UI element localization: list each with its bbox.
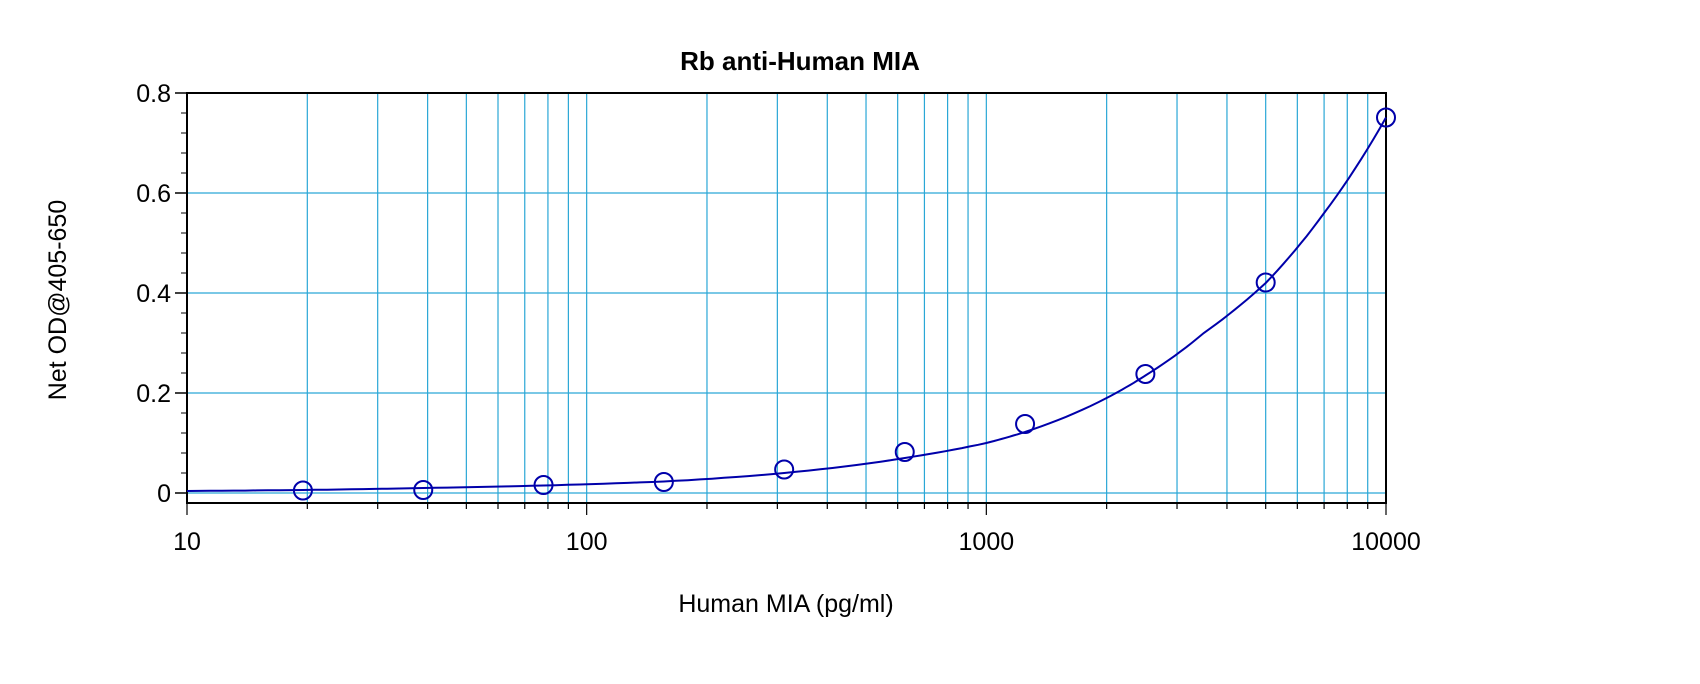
data-point	[774, 459, 795, 480]
axes: 0 0.2 0.4 0.6 0.8 10 100 1000 10000	[136, 80, 1421, 556]
data-point	[1015, 414, 1036, 434]
data-point	[1135, 364, 1156, 384]
data-point	[1376, 107, 1396, 128]
y-tick-label: 0.6	[136, 180, 171, 208]
data-point	[894, 442, 915, 462]
y-tick-label: 0.4	[136, 280, 171, 308]
data-point	[653, 472, 674, 492]
plot-frame	[186, 92, 1387, 504]
y-tick-label: 0	[157, 480, 171, 508]
data-point	[292, 480, 313, 501]
y-tick-label: 0.8	[136, 80, 171, 108]
x-tick-label: 1000	[959, 528, 1015, 556]
x-tick-label: 10	[173, 528, 201, 556]
data-series	[186, 107, 1396, 501]
x-tick-label: 10000	[1351, 528, 1421, 556]
data-point	[1255, 272, 1276, 293]
chart-title: Rb anti-Human MIA	[680, 46, 920, 76]
grid	[187, 93, 1386, 503]
data-point	[533, 475, 554, 495]
y-axis-label: Net OD@405-650	[44, 200, 72, 400]
y-tick-label: 0.2	[136, 380, 171, 408]
x-axis-label: Human MIA (pg/ml)	[678, 590, 893, 618]
fit-curve	[186, 117, 1387, 492]
x-tick-label: 100	[566, 528, 608, 556]
data-point	[413, 480, 434, 500]
